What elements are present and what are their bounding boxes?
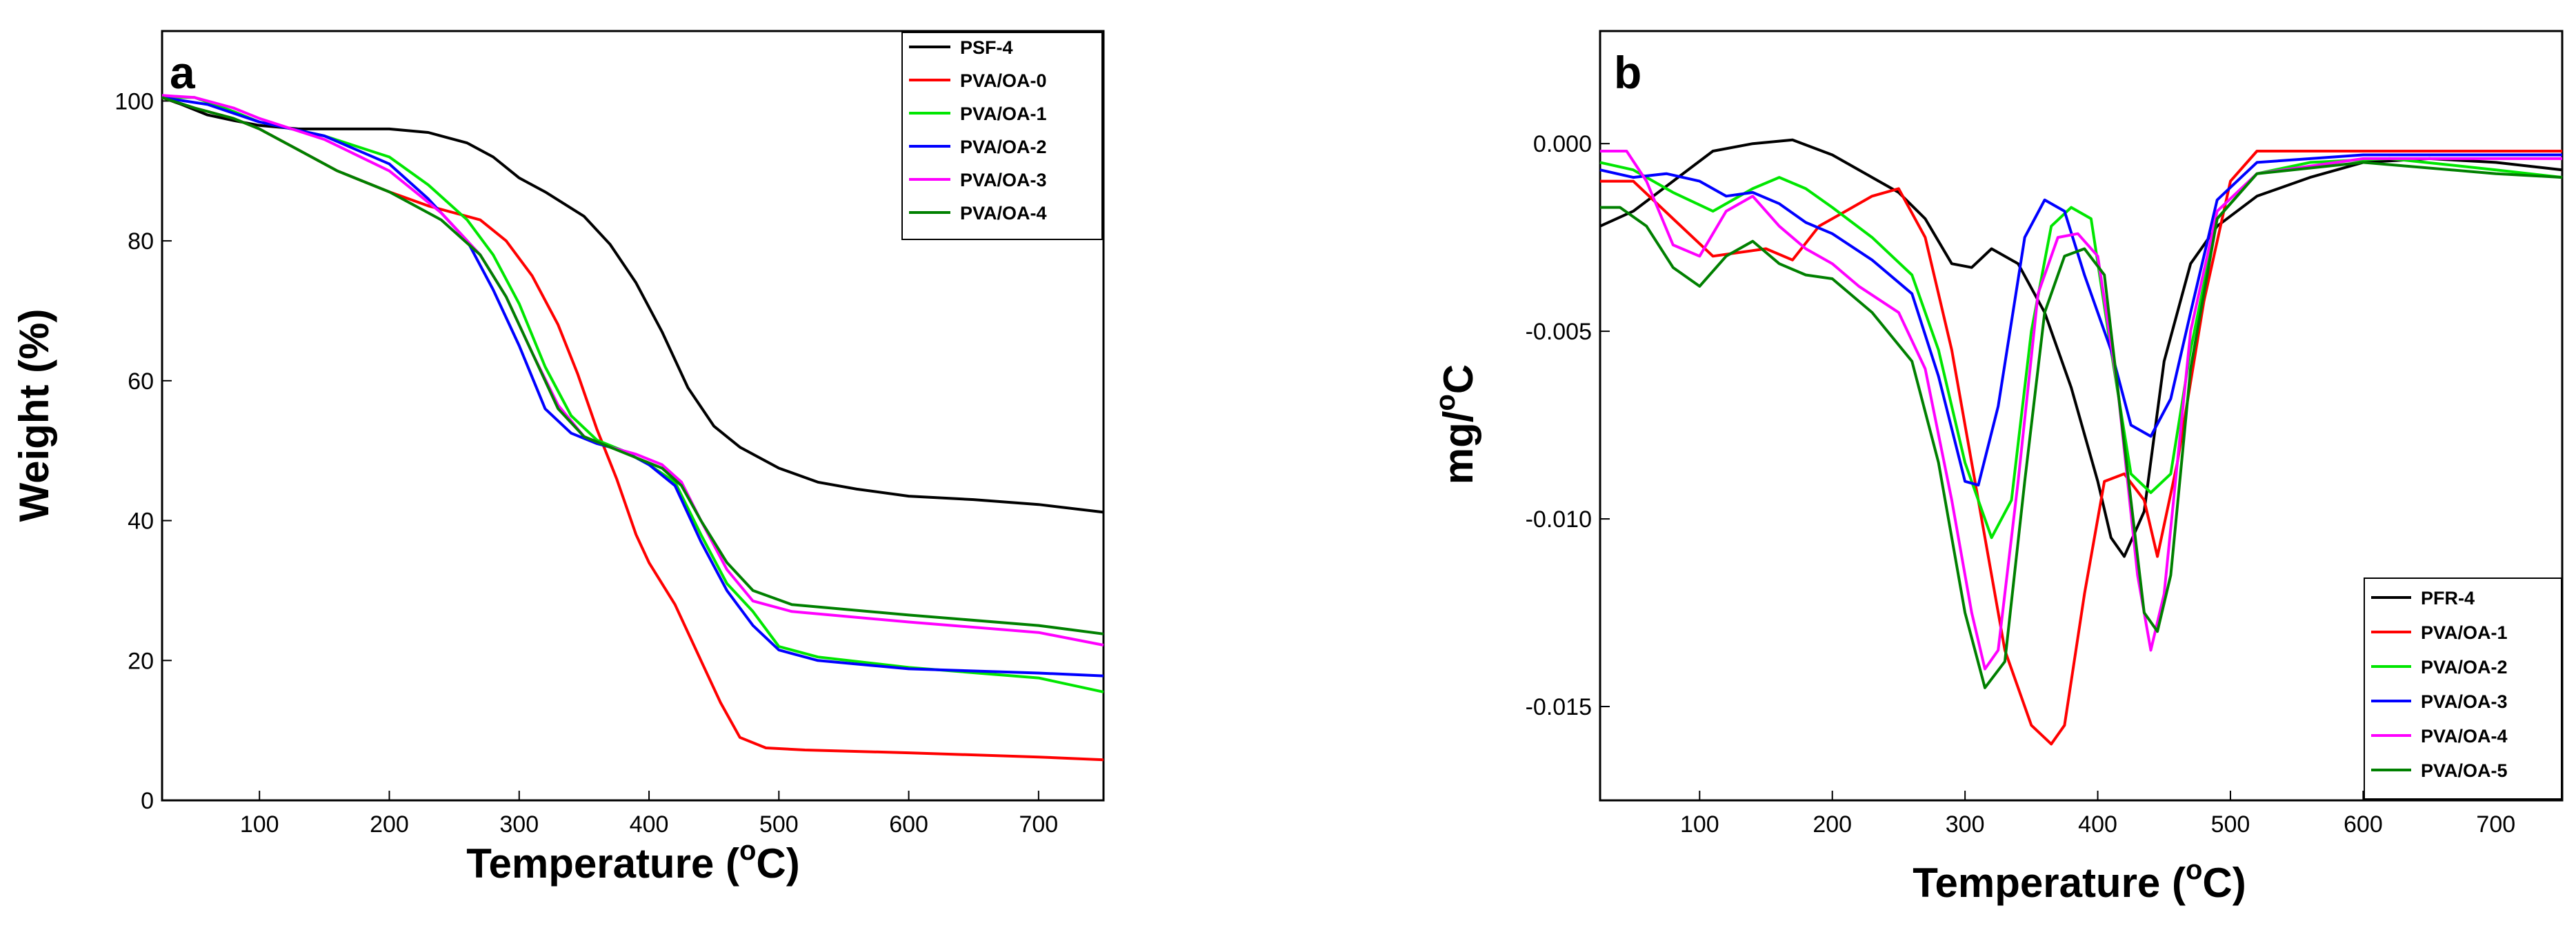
y-tick-label: -0.005	[1526, 319, 1592, 345]
legend-label: PVA/OA-0	[960, 70, 1047, 91]
x-tick-label: 400	[2078, 811, 2117, 838]
y-tick-label: -0.015	[1526, 694, 1592, 720]
panel-b-ylabel-text: mg/	[1435, 411, 1481, 484]
x-tick-label: 300	[1946, 811, 1985, 838]
panel-a-xlabel: Temperature (oC)	[466, 836, 799, 887]
y-tick-label: -0.010	[1526, 506, 1592, 533]
panel-a-legend: PSF-4 PVA/OA-0 PVA/OA-1 PVA/OA-2 PVA/OA-3 PVA…	[901, 32, 1103, 240]
series-line-pva-oa-2	[1599, 157, 2563, 540]
y-tick-label: 0.000	[1533, 131, 1592, 157]
panel-a-legend-box	[901, 32, 1103, 240]
x-tick-label: 300	[499, 811, 539, 838]
panel-b-plot-frame	[1599, 30, 2564, 802]
x-tick-label: 500	[759, 811, 799, 838]
panel-b-ylabel: mg/oC	[1430, 364, 1481, 484]
panel-a-xlabel-text: Temperature (	[466, 840, 739, 887]
panel-b-ylabel-sup: o	[1430, 394, 1461, 411]
panel-b-xlabel-text: Temperature (	[1913, 860, 2186, 906]
legend-label: PVA/OA-4	[2421, 726, 2508, 747]
legend-label: PVA/OA-1	[2421, 622, 2508, 643]
x-tick-label: 400	[630, 811, 669, 838]
panel-b-xlabel-unit: C)	[2202, 860, 2246, 906]
panel-a-xlabel-unit: C)	[756, 840, 799, 887]
legend-label: PVA/OA-5	[2421, 760, 2508, 781]
y-tick-label: 40	[128, 508, 154, 535]
series-line-pva-oa-2	[161, 96, 1104, 678]
legend-label: PVA/OA-2	[960, 137, 1047, 157]
panel-b-xlabel: Temperature (oC)	[1913, 855, 2246, 906]
panel-a: 100 200 300 400 500 600 700 0 20 40 60 80 100 a Tem…	[11, 30, 1105, 887]
y-tick-label: 100	[114, 88, 154, 115]
legend-label: PFR-4	[2421, 588, 2475, 609]
series-line-pva-oa-4	[1600, 150, 2562, 671]
legend-label: PSF-4	[960, 37, 1013, 58]
panel-a-ylabel: Weight (%)	[11, 309, 57, 522]
x-tick-label: 100	[240, 811, 279, 838]
panel-a-x-ticks: 100 200 300 400 500 600 700	[240, 791, 1058, 838]
x-tick-label: 500	[2211, 811, 2250, 838]
panel-b-ylabel-unit: C	[1435, 364, 1481, 394]
x-tick-label: 600	[2344, 811, 2383, 838]
panel-b-xlabel-sup: o	[2186, 855, 2202, 885]
y-tick-label: 60	[128, 368, 154, 395]
series-line-psf-4	[161, 96, 1104, 514]
panel-a-plot-frame	[161, 30, 1105, 802]
x-tick-label: 700	[1019, 811, 1058, 838]
panel-a-letter: a	[170, 47, 196, 98]
legend-label: PVA/OA-4	[960, 203, 1047, 224]
y-tick-label: 0	[141, 788, 154, 814]
panel-a-series	[161, 94, 1104, 762]
panel-b-legend-box	[2364, 577, 2562, 800]
panel-b-legend-items: PFR-4 PVA/OA-1 PVA/OA-2 PVA/OA-3 PVA/OA-4 PVA…	[2371, 588, 2508, 781]
legend-label: PVA/OA-2	[2421, 657, 2508, 678]
x-tick-label: 700	[2476, 811, 2515, 838]
legend-label: PVA/OA-1	[960, 103, 1047, 124]
x-tick-label: 600	[889, 811, 928, 838]
series-line-pva-oa-5	[1600, 161, 2563, 689]
y-tick-label: 80	[128, 228, 154, 255]
legend-label: PVA/OA-3	[2421, 691, 2508, 712]
y-tick-label: 20	[128, 648, 154, 674]
panel-a-xlabel-sup: o	[739, 836, 756, 866]
x-tick-label: 200	[1813, 811, 1852, 838]
x-tick-label: 100	[1680, 811, 1719, 838]
series-line-pva-oa-3	[1599, 153, 2562, 487]
panel-b: 100 200 300 400 500 600 700 0.000 -0.005 -0.010 -…	[1430, 30, 2564, 906]
panel-b-series	[1599, 138, 2563, 746]
legend-label: PVA/OA-3	[960, 170, 1047, 190]
panel-a-y-ticks: 0 20 40 60 80 100	[114, 88, 172, 814]
panel-a-legend-items: PSF-4 PVA/OA-0 PVA/OA-1 PVA/OA-2 PVA/OA-3 PVA…	[909, 37, 1047, 224]
panel-b-y-ticks: 0.000 -0.005 -0.010 -0.015	[1526, 131, 1610, 720]
panel-b-letter: b	[1614, 47, 1641, 98]
panel-b-legend: PFR-4 PVA/OA-1 PVA/OA-2 PVA/OA-3 PVA/OA-4 PVA…	[2364, 577, 2562, 800]
series-line-pva-oa-4	[161, 96, 1104, 635]
x-tick-label: 200	[370, 811, 409, 838]
